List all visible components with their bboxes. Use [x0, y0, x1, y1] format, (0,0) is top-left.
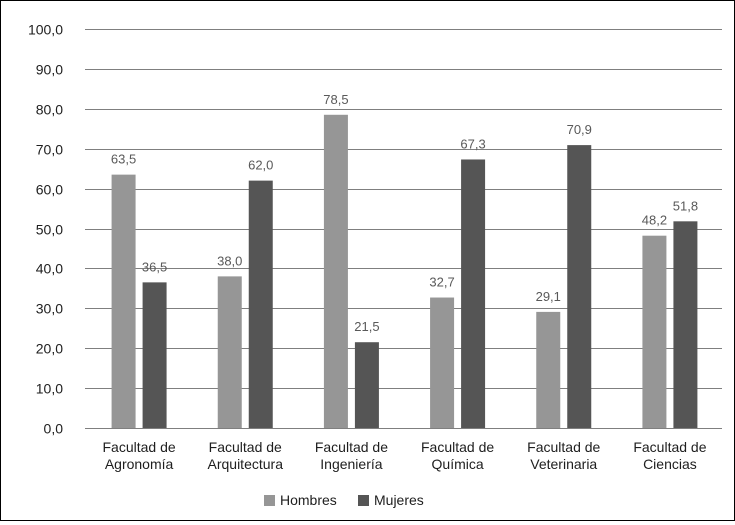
bar-hombres	[536, 311, 561, 428]
data-label: 29,1	[536, 289, 561, 304]
legend-swatch-hombres	[264, 495, 275, 506]
data-label: 38,0	[217, 253, 242, 268]
data-label: 36,5	[142, 259, 167, 274]
x-tick-label-line: Ciencias	[643, 456, 697, 472]
bar-mujeres	[142, 282, 167, 428]
legend-label-hombres: Hombres	[280, 492, 337, 508]
x-tick-label: Facultad de Ciencias	[633, 439, 706, 472]
data-label: 78,5	[323, 92, 348, 107]
data-label: 51,8	[673, 198, 698, 213]
x-tick-label-line: Facultad de	[209, 439, 282, 455]
data-label: 63,5	[111, 152, 136, 167]
bar-hombres	[642, 235, 667, 428]
y-tick-label: 80,0	[36, 102, 63, 118]
legend-label-mujeres: Mujeres	[374, 492, 424, 508]
data-labels: 63,5 36,5 38,0 62,0 78,5 21,5 32,7 67,3 29,1 70,9…	[111, 92, 698, 334]
bar-mujeres	[248, 180, 273, 428]
x-tick-label-line: Química	[432, 456, 484, 472]
x-tick-label-line: Facultad de	[527, 439, 600, 455]
bar-mujeres	[461, 159, 486, 428]
x-tick-label-line: Facultad de	[421, 439, 494, 455]
data-label: 62,0	[248, 158, 273, 173]
y-tick-label: 70,0	[36, 142, 63, 158]
bar-mujeres	[354, 342, 379, 428]
gridlines	[85, 29, 722, 429]
y-tick-label: 100,0	[28, 22, 63, 38]
x-tick-label-line: Facultad de	[315, 439, 388, 455]
y-tick-label: 10,0	[36, 381, 63, 397]
bar-hombres	[430, 297, 455, 428]
x-tick-label: Facultad de Veterinaria	[527, 439, 600, 472]
y-tick-label: 20,0	[36, 341, 63, 357]
bar-hombres	[111, 174, 136, 428]
y-tick-label: 40,0	[36, 261, 63, 277]
y-tick-label: 90,0	[36, 62, 63, 78]
y-tick-label: 50,0	[36, 222, 63, 238]
data-label: 21,5	[354, 319, 379, 334]
y-tick-label: 30,0	[36, 301, 63, 317]
data-label: 48,2	[642, 213, 667, 228]
x-tick-label: Facultad de Química	[421, 439, 494, 472]
x-tick-label-line: Facultad de	[102, 439, 175, 455]
y-tick-label: 0,0	[44, 421, 64, 437]
bars	[111, 114, 698, 428]
y-tick-label: 60,0	[36, 182, 63, 198]
y-axis-ticks: 0,0 10,0 20,0 30,0 40,0 50,0 60,0 70,0 80,0 90,0 1…	[28, 22, 63, 437]
x-tick-label: Facultad de Agronomía	[102, 439, 175, 472]
bar-mujeres	[567, 145, 592, 428]
bar-hombres	[323, 114, 348, 428]
data-label: 70,9	[567, 122, 592, 137]
data-label: 67,3	[460, 136, 485, 151]
x-tick-label-line: Facultad de	[633, 439, 706, 455]
x-tick-label-line: Ingeniería	[320, 456, 382, 472]
legend: Hombres Mujeres	[264, 492, 424, 508]
x-tick-label-line: Agronomía	[105, 456, 174, 472]
bar-mujeres	[673, 221, 698, 428]
x-tick-label: Facultad de Ingeniería	[315, 439, 388, 472]
legend-swatch-mujeres	[358, 495, 369, 506]
x-tick-label-line: Veterinaria	[530, 456, 597, 472]
x-tick-label: Facultad de Arquitectura	[208, 439, 284, 472]
data-label: 32,7	[429, 275, 454, 290]
x-tick-label-line: Arquitectura	[208, 456, 284, 472]
bar-hombres	[217, 276, 242, 428]
